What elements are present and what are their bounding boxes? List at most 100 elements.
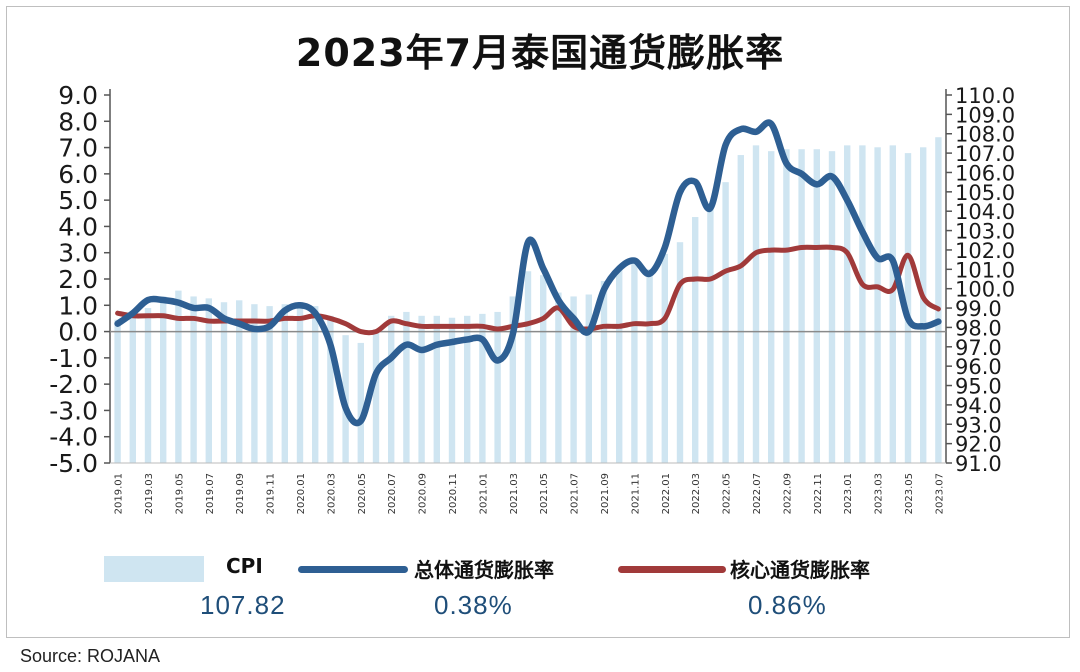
- cpi-bar: [600, 280, 608, 463]
- left-tick-label: 7.0: [58, 134, 98, 163]
- chart-title: 2023年7月泰国通货膨胀率: [295, 31, 785, 75]
- cpi-bar: [312, 306, 319, 463]
- cpi-bar: [676, 242, 684, 463]
- cpi-bar: [828, 151, 836, 463]
- x-tick-label: 2019.09: [235, 473, 246, 514]
- x-tick-label: 2020.01: [296, 473, 307, 514]
- left-tick-label: 3.0: [58, 239, 98, 268]
- cpi-bar: [874, 147, 881, 463]
- x-tick-label: 2022.09: [782, 473, 793, 514]
- cpi-bar: [524, 271, 532, 463]
- left-tick-label: -1.0: [49, 344, 98, 373]
- cpi-bar: [935, 137, 942, 464]
- cpi-bar: [144, 308, 152, 463]
- legend-headline-label: 总体通货膨胀率: [414, 558, 554, 582]
- core-inflation-line: [115, 244, 941, 336]
- cpi-bar: [114, 319, 121, 463]
- cpi-bar: [327, 315, 334, 463]
- cpi-bar: [585, 294, 592, 463]
- legend-core-value: 0.86%: [748, 590, 827, 620]
- right-tick-label: 91.0: [955, 452, 1002, 476]
- headline-inflation-line: [114, 119, 942, 427]
- left-tick-label: -4.0: [49, 423, 98, 452]
- left-tick-label: -5.0: [49, 449, 98, 478]
- left-tick-label: 0.0: [58, 318, 98, 347]
- right-tick-label: 95.0: [955, 375, 1002, 399]
- right-tick-label: 107.0: [955, 142, 1015, 166]
- right-tick-label: 106.0: [955, 161, 1015, 185]
- cpi-bar: [433, 315, 440, 463]
- cpi-bar: [555, 292, 562, 463]
- x-tick-label: 2019.03: [144, 473, 155, 514]
- cpi-bar: [859, 145, 866, 463]
- cpi-bar: [160, 296, 167, 463]
- cpi-bar: [357, 342, 364, 463]
- cpi-bar: [509, 296, 516, 463]
- x-tick-label: 2022.05: [722, 473, 733, 514]
- cpi-bar: [631, 263, 638, 463]
- left-tick-label: 9.0: [58, 81, 98, 110]
- right-tick-label: 109.0: [955, 103, 1015, 127]
- cpi-bar: [448, 317, 456, 463]
- cpi-bar: [646, 269, 653, 463]
- cpi-bar: [251, 304, 258, 463]
- left-tick-label: 8.0: [58, 107, 98, 136]
- right-tick-label: 108.0: [955, 123, 1015, 147]
- right-tick-label: 101.0: [955, 258, 1015, 282]
- cpi-bar: [418, 315, 425, 463]
- right-tick-label: 92.0: [955, 433, 1002, 457]
- cpi-bar: [296, 302, 304, 463]
- left-tick-label: 4.0: [58, 212, 98, 241]
- right-tick-label: 94.0: [955, 394, 1002, 418]
- cpi-bar: [494, 311, 501, 463]
- right-tick-label: 93.0: [955, 413, 1002, 437]
- x-tick-label: 2023.03: [874, 473, 885, 514]
- chart-axes: [104, 89, 952, 464]
- legend-cpi-value: 107.82: [200, 590, 286, 620]
- cpi-bar: [661, 253, 668, 463]
- right-tick-label: 105.0: [955, 181, 1015, 205]
- x-tick-label: 2021.03: [509, 473, 520, 514]
- right-tick-label: 100.0: [955, 278, 1015, 302]
- cpi-bar: [768, 151, 775, 463]
- cpi-bar: [737, 155, 744, 463]
- x-tick-label: 2020.05: [357, 473, 368, 514]
- cpi-bar: [920, 147, 927, 463]
- chart-lines: [114, 119, 942, 427]
- cpi-bar: [205, 298, 212, 463]
- cpi-bar: [236, 300, 243, 463]
- x-tick-label: 2019.05: [174, 473, 185, 514]
- right-tick-label: 99.0: [955, 297, 1002, 321]
- cpi-bar: [570, 296, 577, 463]
- x-tick-label: 2023.01: [843, 473, 854, 514]
- cpi-bar: [722, 182, 729, 463]
- left-tick-label: -2.0: [49, 370, 98, 399]
- legend-core-swatch: [618, 566, 726, 573]
- cpi-bar: [844, 145, 851, 463]
- left-tick-label: 1.0: [58, 291, 98, 320]
- legend-cpi-swatch: [104, 556, 204, 582]
- cpi-bar: [707, 203, 714, 463]
- cpi-bar: [175, 290, 182, 463]
- cpi-bar: [281, 304, 288, 463]
- right-tick-label: 97.0: [955, 336, 1002, 360]
- right-tick-label: 98.0: [955, 316, 1002, 340]
- x-tick-label: 2021.09: [600, 473, 611, 514]
- x-tick-label: 2019.07: [205, 473, 216, 514]
- cpi-bar: [372, 329, 380, 463]
- x-tick-label: 2021.07: [570, 473, 581, 514]
- x-tick-label: 2021.01: [478, 473, 489, 514]
- cpi-bar: [479, 313, 486, 463]
- cpi-bar: [403, 311, 410, 463]
- cpi-bar: [388, 315, 395, 463]
- right-tick-label: 104.0: [955, 200, 1015, 224]
- x-tick-label: 2021.11: [630, 473, 641, 514]
- legend-cpi-label: CPI: [226, 554, 263, 578]
- legend-headline-value: 0.38%: [434, 590, 513, 620]
- x-tick-label: 2023.07: [934, 473, 945, 514]
- legend-core-label: 核心通货膨胀率: [730, 558, 870, 582]
- cpi-bar: [266, 306, 273, 463]
- x-tick-label: 2019.11: [266, 473, 277, 514]
- left-tick-label: 5.0: [58, 186, 98, 215]
